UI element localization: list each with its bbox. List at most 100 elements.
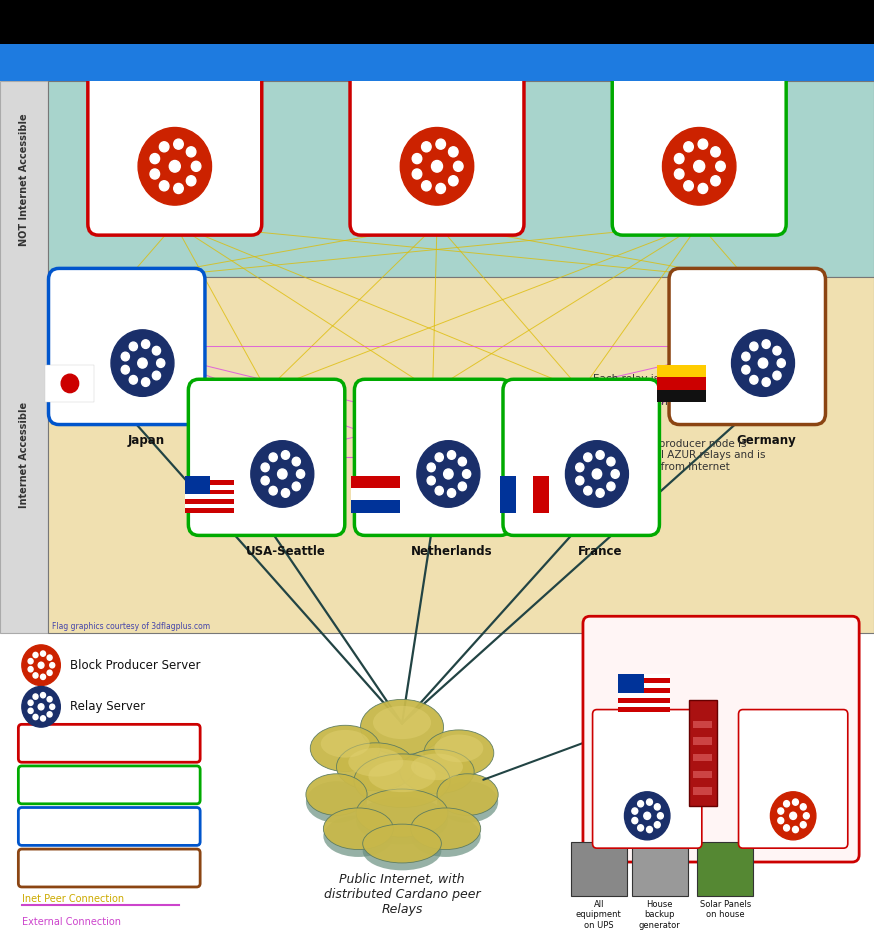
Text: Relay Node: Relay Node [718,303,776,311]
Text: USA-Seattle
Physical Backup
Server: USA-Seattle Physical Backup Server [668,631,774,674]
Circle shape [698,139,708,150]
Circle shape [750,376,758,384]
Circle shape [742,366,750,374]
Ellipse shape [306,781,367,823]
Circle shape [801,804,806,810]
Circle shape [584,453,592,462]
Ellipse shape [306,774,367,815]
Ellipse shape [434,735,483,762]
FancyBboxPatch shape [517,476,532,512]
Text: Inet Peer Connection: Inet Peer Connection [22,894,124,904]
Ellipse shape [357,797,448,844]
Circle shape [778,817,784,824]
Circle shape [773,371,781,380]
Circle shape [121,366,129,374]
Circle shape [607,482,615,491]
Ellipse shape [424,730,494,776]
Circle shape [632,808,638,814]
Circle shape [40,674,45,680]
Circle shape [778,808,784,814]
Circle shape [296,469,305,479]
Circle shape [47,655,52,660]
Text: Germany: Germany [737,434,796,447]
Ellipse shape [349,748,404,777]
Circle shape [47,712,52,717]
Circle shape [421,142,431,151]
Text: Block-Producing
Node: Block-Producing Node [658,85,740,105]
Circle shape [683,142,693,151]
FancyBboxPatch shape [632,842,688,897]
FancyBboxPatch shape [619,702,669,708]
FancyBboxPatch shape [571,842,627,897]
FancyBboxPatch shape [739,710,848,848]
Circle shape [565,440,628,507]
Text: External Connection: External Connection [22,917,121,928]
Circle shape [50,663,55,668]
Text: Relay Node: Relay Node [98,303,156,311]
FancyBboxPatch shape [0,44,874,81]
Text: Internet Accessible: Internet Accessible [19,402,29,508]
FancyBboxPatch shape [0,0,874,44]
FancyBboxPatch shape [669,268,825,424]
Circle shape [584,486,592,495]
Text: Relay Node: Relay Node [404,413,461,423]
Circle shape [150,153,160,164]
Circle shape [50,704,55,710]
Circle shape [33,714,38,720]
Circle shape [28,708,33,713]
FancyBboxPatch shape [48,277,874,633]
Circle shape [33,673,38,678]
Ellipse shape [323,815,393,857]
Ellipse shape [373,706,431,740]
Circle shape [138,127,212,205]
FancyBboxPatch shape [351,488,400,500]
FancyBboxPatch shape [619,693,669,698]
Text: AzureADA (AZUR) Premium Stake Pool TOPOLOGY: AzureADA (AZUR) Premium Stake Pool TOPOL… [192,13,682,31]
Circle shape [801,822,806,827]
Circle shape [400,127,474,205]
Circle shape [159,180,169,191]
Circle shape [611,469,620,479]
Circle shape [152,371,161,380]
Circle shape [28,658,33,664]
Circle shape [777,359,786,367]
Circle shape [784,825,789,831]
Circle shape [281,489,289,497]
Ellipse shape [363,831,441,870]
Text: Cold
Stand by
Relay: Cold Stand by Relay [626,719,669,752]
Text: Azure Tenant 4: Azure Tenant 4 [67,864,151,873]
Text: Relay Server: Relay Server [70,700,145,713]
Circle shape [762,339,770,349]
Circle shape [675,153,684,164]
Text: Japan: Japan [128,434,164,447]
Text: AZUR Prod: AZUR Prod [137,40,212,53]
Circle shape [784,800,789,807]
Circle shape [596,451,604,459]
FancyBboxPatch shape [185,495,234,499]
FancyBboxPatch shape [619,683,669,688]
Circle shape [142,339,149,349]
Text: Each relay is connected to two
other AZUR pool relays and 15-20
external relays: Each relay is connected to two other AZU… [585,374,761,408]
FancyBboxPatch shape [185,476,234,481]
Circle shape [632,817,638,824]
FancyBboxPatch shape [657,377,706,390]
Text: Block-Producing
Node: Block-Producing Node [134,85,216,105]
FancyBboxPatch shape [18,725,200,762]
Circle shape [417,440,480,507]
Circle shape [732,330,794,396]
FancyBboxPatch shape [185,476,234,512]
FancyBboxPatch shape [350,51,524,235]
Circle shape [793,799,798,805]
Circle shape [186,176,196,186]
Circle shape [436,139,446,150]
FancyBboxPatch shape [49,268,205,424]
Circle shape [156,359,165,367]
Circle shape [662,127,736,205]
Ellipse shape [357,789,448,837]
FancyBboxPatch shape [693,738,712,744]
Circle shape [413,153,422,164]
Circle shape [47,697,52,702]
Text: Azure Tenant 2: Azure Tenant 2 [67,781,151,790]
Circle shape [762,378,770,386]
Ellipse shape [369,760,435,792]
